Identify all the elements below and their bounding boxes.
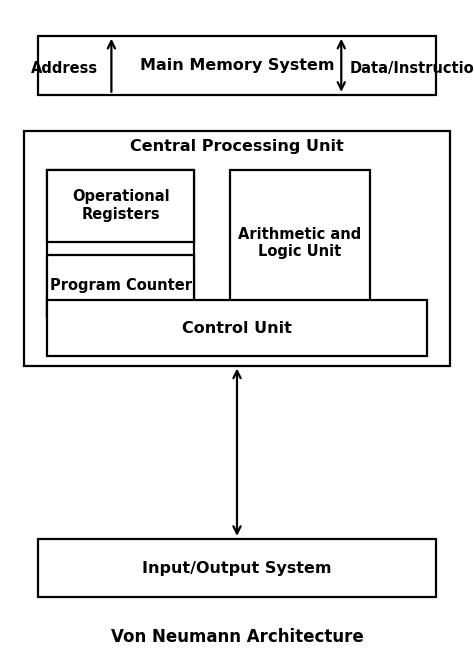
Bar [230, 170, 370, 317]
Text: Central Processing Unit: Central Processing Unit [130, 140, 344, 154]
Text: Operational
Registers: Operational Registers [72, 189, 170, 222]
Text: Von Neumann Architecture: Von Neumann Architecture [110, 628, 364, 646]
Text: Main Memory System: Main Memory System [140, 58, 334, 72]
Bar [47, 300, 427, 356]
Text: Program Counter: Program Counter [50, 278, 192, 293]
Bar [47, 170, 194, 317]
Text: Data/Instruction: Data/Instruction [349, 61, 474, 76]
Bar [47, 170, 194, 242]
Text: Control Unit: Control Unit [182, 321, 292, 336]
Bar [24, 131, 450, 366]
Text: Address: Address [30, 61, 98, 76]
Bar [38, 36, 436, 95]
Bar [38, 539, 436, 597]
Text: Arithmetic and
Logic Unit: Arithmetic and Logic Unit [238, 227, 362, 259]
Bar [47, 255, 194, 317]
Text: Input/Output System: Input/Output System [142, 561, 332, 575]
